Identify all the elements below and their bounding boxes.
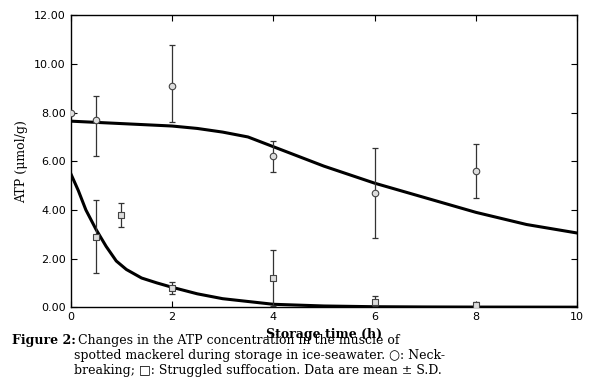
Point	[91, 117, 101, 123]
Point	[66, 109, 75, 116]
Point	[167, 83, 177, 89]
Point	[471, 302, 481, 308]
Point	[167, 285, 177, 291]
Point	[471, 168, 481, 174]
Point	[91, 233, 101, 240]
Text: Figure 2:: Figure 2:	[12, 334, 75, 347]
Point	[269, 153, 278, 159]
Point	[370, 299, 379, 305]
Point	[269, 275, 278, 281]
Y-axis label: ATP (μmol/g): ATP (μmol/g)	[15, 120, 28, 203]
Point	[117, 212, 126, 218]
Point	[370, 190, 379, 196]
Text: Changes in the ATP concentration in the muscle of
spotted mackerel during storag: Changes in the ATP concentration in the …	[74, 334, 445, 377]
X-axis label: Storage time (h): Storage time (h)	[266, 328, 382, 341]
